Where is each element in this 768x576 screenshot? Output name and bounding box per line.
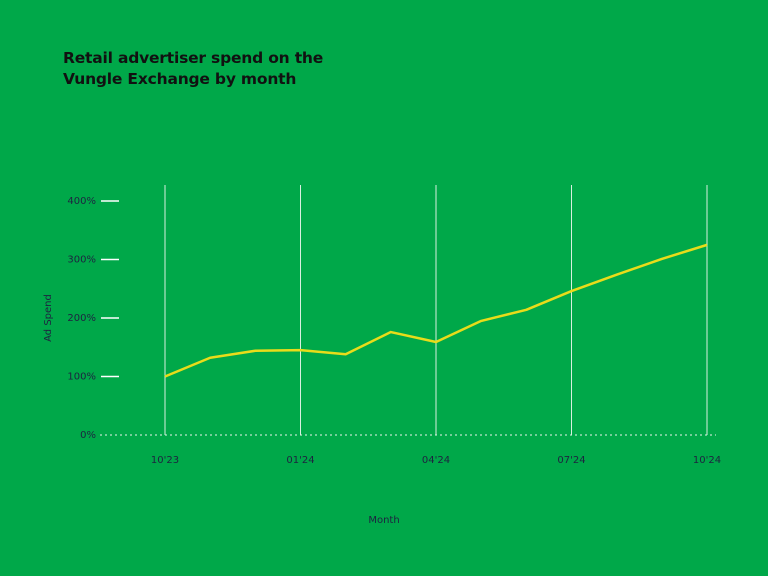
y-tick-label: 100% [67,372,96,383]
x-tick-label: 04'24 [422,455,450,466]
x-tick-label: 07'24 [557,455,585,466]
x-tick-label: 10'23 [151,455,179,466]
x-tick-label: 10'24 [693,455,721,466]
y-tick-label: 400% [67,196,96,207]
y-tick-label: 0% [80,430,96,441]
x-tick-label: 01'24 [286,455,314,466]
data-line [164,243,708,378]
y-tick-label: 300% [67,255,96,266]
y-tick-label: 200% [67,313,96,324]
chart-title: Retail advertiser spend on the Vungle Ex… [63,49,324,88]
y-axis-label: Ad Spend [43,294,54,342]
x-axis-label: Month [368,515,399,526]
